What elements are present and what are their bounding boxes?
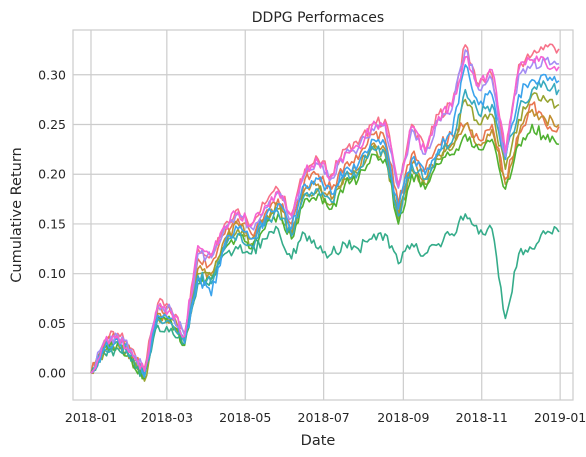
- series-line-2: [90, 101, 560, 375]
- y-tick-label: 0.10: [38, 266, 66, 281]
- x-tick-label: 2018-09: [377, 410, 429, 425]
- y-tick-label: 0.25: [38, 117, 66, 132]
- series-line-3: [90, 108, 560, 377]
- y-tick-label: 0.15: [38, 216, 66, 231]
- series-line-8: [90, 64, 560, 378]
- y-tick-labels: 0.00 0.05 0.10 0.15 0.20 0.25 0.30: [38, 67, 66, 380]
- y-tick-label: 0.05: [38, 316, 66, 331]
- x-tick-labels: 2018-01 2018-03 2018-05 2018-07 2018-09 2018-…: [65, 410, 586, 425]
- x-tick-label: 2018-01: [65, 410, 117, 425]
- x-tick-label: 2018-11: [456, 410, 508, 425]
- x-tick-label: 2018-03: [141, 410, 193, 425]
- series-line-5: [90, 123, 560, 380]
- series-line-7: [90, 80, 560, 374]
- y-axis-label: Cumulative Return: [9, 147, 25, 282]
- series-line-9: [90, 49, 559, 374]
- x-tick-label: 2019-01: [534, 410, 586, 425]
- series-line-10: [90, 55, 560, 374]
- x-axis-label: Date: [301, 433, 336, 449]
- series-group: [90, 43, 560, 382]
- y-tick-label: 0.20: [38, 167, 66, 182]
- chart-title: DDPG Performaces: [252, 10, 384, 26]
- x-tick-label: 2018-07: [298, 410, 350, 425]
- y-tick-label: 0.00: [38, 366, 66, 381]
- series-line-6: [90, 213, 560, 378]
- y-tick-label: 0.30: [38, 67, 66, 82]
- plot-frame: [72, 29, 574, 401]
- x-tick-label: 2018-05: [219, 410, 271, 425]
